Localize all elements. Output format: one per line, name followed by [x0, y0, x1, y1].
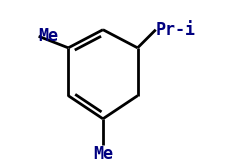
Text: Pr-i: Pr-i [156, 21, 196, 39]
Text: Me: Me [93, 145, 113, 163]
Text: Me: Me [39, 27, 59, 45]
